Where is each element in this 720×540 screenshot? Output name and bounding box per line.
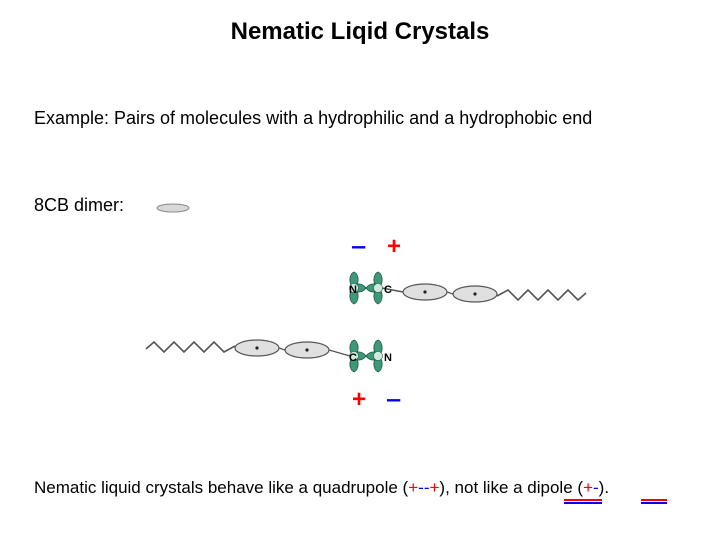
atom-label: N: [349, 284, 357, 296]
example-subtitle: Example: Pairs of molecules with a hydro…: [34, 108, 592, 129]
quadrupole-underline-icon: [564, 498, 604, 506]
charge-sign: ‒: [352, 233, 365, 261]
conclusion-part: ).: [599, 478, 609, 497]
conclusion-part: Nematic liquid crystals behave like a qu…: [34, 478, 408, 497]
dimer-symbol-icon: [154, 201, 194, 215]
atom-label: N: [384, 352, 392, 364]
conclusion-plus: +: [583, 478, 593, 497]
conclusion-part: ), not like a dipole (: [439, 478, 583, 497]
charge-sign: +: [387, 233, 401, 261]
conclusion-text: Nematic liquid crystals behave like a qu…: [34, 478, 609, 498]
atom-label: C: [384, 284, 392, 296]
molecule-diagram: ‒ + + ‒ N C C N: [130, 230, 590, 420]
page-title: Nematic Liqid Crystals: [0, 18, 720, 46]
charge-sign: ‒: [387, 386, 400, 414]
atom-label: C: [349, 352, 357, 364]
conclusion-plus: +: [429, 478, 439, 497]
conclusion-plus: +: [408, 478, 418, 497]
dipole-underline-icon: [641, 498, 671, 506]
dimer-label: 8CB dimer:: [34, 195, 124, 216]
charge-sign: +: [352, 386, 366, 414]
